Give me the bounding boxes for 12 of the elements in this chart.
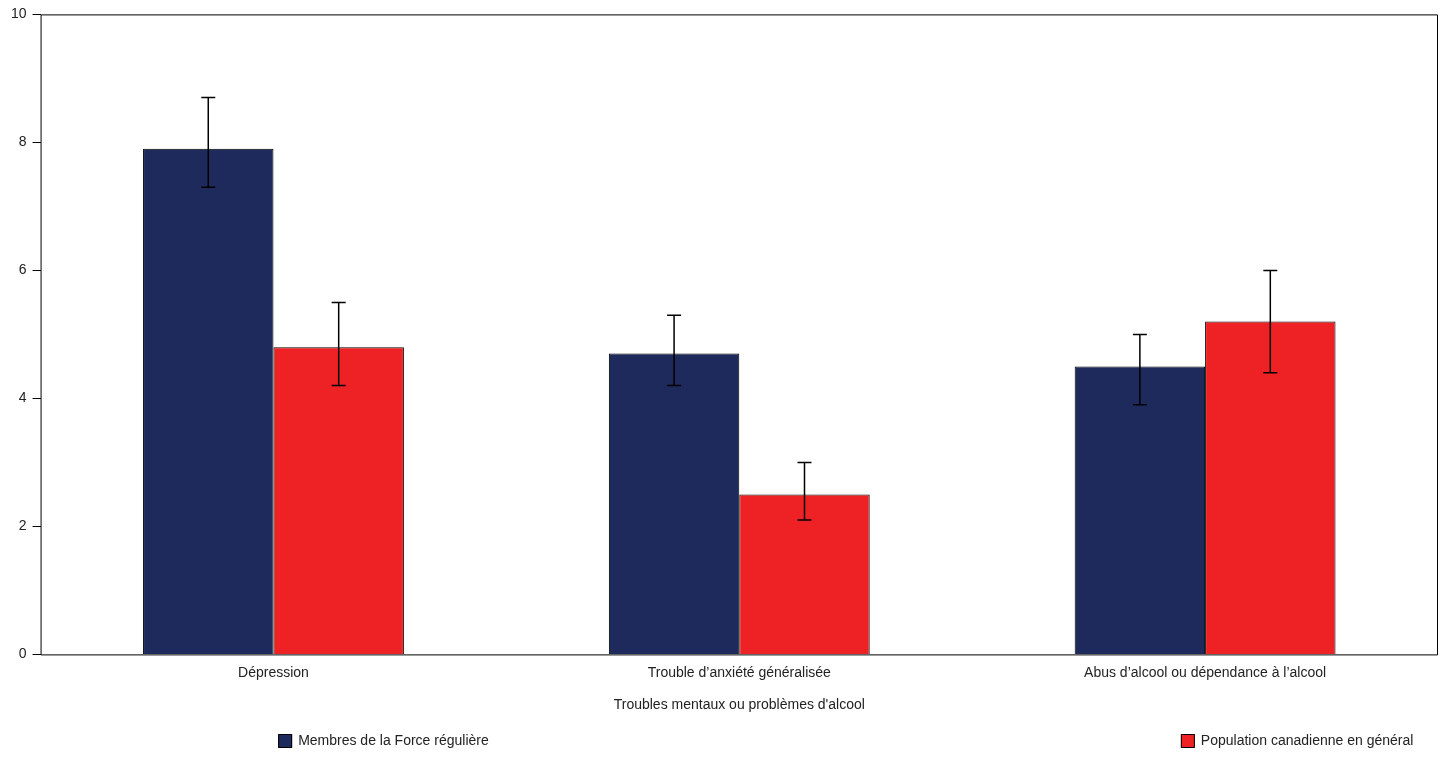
y-tick-label: 2 bbox=[18, 517, 27, 534]
x-tick-label: Dépression bbox=[238, 663, 309, 680]
legend-label: Population canadienne en général bbox=[1200, 731, 1414, 748]
y-tick-label: 0 bbox=[18, 645, 27, 662]
x-tick-label: Abus d’alcool ou dépendance à l’alcool bbox=[1084, 663, 1327, 680]
y-tick-label: 4 bbox=[18, 389, 27, 406]
x-axis-title: Troubles mentaux ou problèmes d'alcool bbox=[613, 696, 865, 713]
legend-label: Membres de la Force régulière bbox=[298, 731, 489, 748]
y-tick-label: 10 bbox=[10, 5, 27, 22]
y-tick-label: 8 bbox=[18, 133, 27, 150]
y-tick-label: 6 bbox=[18, 261, 27, 278]
x-tick-label: Trouble d’anxiété généralisée bbox=[647, 663, 832, 680]
